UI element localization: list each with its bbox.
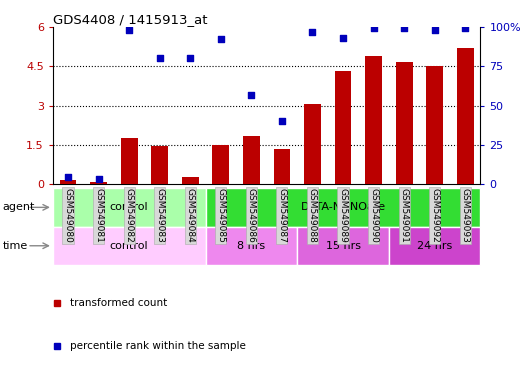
Point bbox=[461, 25, 469, 31]
Point bbox=[430, 27, 439, 33]
Point bbox=[247, 91, 256, 98]
Text: GSM549093: GSM549093 bbox=[461, 188, 470, 243]
Bar bbox=[53, 188, 205, 227]
Text: transformed count: transformed count bbox=[70, 298, 167, 308]
Text: GSM549086: GSM549086 bbox=[247, 188, 256, 243]
Point bbox=[186, 55, 194, 61]
Bar bbox=[457, 48, 474, 184]
Text: 8 hrs: 8 hrs bbox=[237, 241, 266, 251]
Text: GSM549080: GSM549080 bbox=[63, 188, 72, 243]
Point bbox=[95, 176, 103, 182]
Text: time: time bbox=[3, 241, 28, 251]
Bar bbox=[205, 227, 297, 265]
Bar bbox=[205, 188, 480, 227]
Point bbox=[216, 36, 225, 43]
Text: agent: agent bbox=[3, 202, 35, 212]
Bar bbox=[426, 66, 443, 184]
Bar bbox=[182, 177, 199, 184]
Text: control: control bbox=[110, 241, 148, 251]
Text: GSM549085: GSM549085 bbox=[216, 188, 225, 243]
Text: GSM549084: GSM549084 bbox=[186, 188, 195, 243]
Text: percentile rank within the sample: percentile rank within the sample bbox=[70, 341, 246, 351]
Point bbox=[125, 27, 134, 33]
Point bbox=[400, 25, 408, 31]
Bar bbox=[90, 182, 107, 184]
Text: DETA-NONOate: DETA-NONOate bbox=[300, 202, 385, 212]
Point bbox=[278, 118, 286, 124]
Point bbox=[370, 25, 378, 31]
Text: control: control bbox=[110, 202, 148, 212]
Point bbox=[156, 55, 164, 61]
Text: GSM549081: GSM549081 bbox=[94, 188, 103, 243]
Text: GSM549090: GSM549090 bbox=[369, 188, 378, 243]
Text: GSM549092: GSM549092 bbox=[430, 188, 439, 243]
Bar bbox=[152, 146, 168, 184]
Bar bbox=[243, 136, 260, 184]
Bar bbox=[212, 145, 229, 184]
Text: GSM549083: GSM549083 bbox=[155, 188, 164, 243]
Text: GSM549089: GSM549089 bbox=[338, 188, 347, 243]
Text: 15 hrs: 15 hrs bbox=[325, 241, 361, 251]
Bar bbox=[395, 62, 412, 184]
Bar bbox=[121, 138, 138, 184]
Bar bbox=[365, 56, 382, 184]
Text: GDS4408 / 1415913_at: GDS4408 / 1415913_at bbox=[53, 13, 208, 26]
Bar bbox=[297, 227, 389, 265]
Text: GSM549091: GSM549091 bbox=[400, 188, 409, 243]
Bar bbox=[389, 227, 480, 265]
Point bbox=[339, 35, 347, 41]
Bar bbox=[60, 180, 77, 184]
Text: GSM549087: GSM549087 bbox=[277, 188, 286, 243]
Text: GSM549088: GSM549088 bbox=[308, 188, 317, 243]
Bar bbox=[274, 149, 290, 184]
Bar bbox=[335, 71, 352, 184]
Text: GSM549082: GSM549082 bbox=[125, 188, 134, 243]
Bar bbox=[304, 104, 321, 184]
Point bbox=[64, 174, 72, 180]
Bar bbox=[53, 227, 205, 265]
Point bbox=[308, 28, 317, 35]
Text: 24 hrs: 24 hrs bbox=[417, 241, 452, 251]
